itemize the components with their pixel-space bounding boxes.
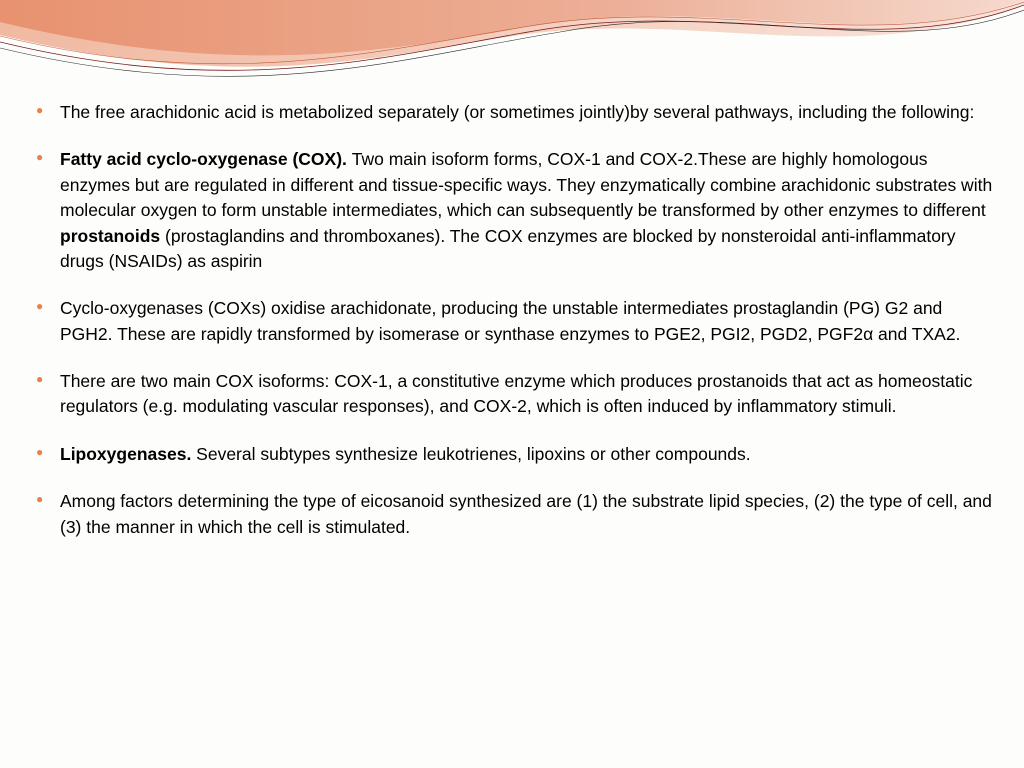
bullet-text-segment: Among factors determining the type of ei… (60, 491, 992, 536)
slide-content: The free arachidonic acid is metabolized… (0, 0, 1024, 582)
bullet-item: Fatty acid cyclo-oxygenase (COX). Two ma… (30, 147, 994, 274)
bullet-item: Among factors determining the type of ei… (30, 489, 994, 540)
bullet-text-segment: Fatty acid cyclo-oxygenase (COX). (60, 149, 352, 169)
bullet-text-segment: Several subtypes synthesize leukotrienes… (196, 444, 750, 464)
bullet-text-segment: The free arachidonic acid is metabolized… (60, 102, 974, 122)
bullet-list: The free arachidonic acid is metabolized… (30, 100, 994, 540)
bullet-item: Cyclo-oxygenases (COXs) oxidise arachido… (30, 296, 994, 347)
bullet-text-segment: There are two main COX isoforms: COX-1, … (60, 371, 972, 416)
bullet-item: There are two main COX isoforms: COX-1, … (30, 369, 994, 420)
bullet-item: Lipoxygenases. Several subtypes synthesi… (30, 442, 994, 467)
bullet-item: The free arachidonic acid is metabolized… (30, 100, 994, 125)
bullet-text-segment: (prostaglandins and thromboxanes). The C… (60, 226, 956, 271)
bullet-text-segment: Cyclo-oxygenases (COXs) oxidise arachido… (60, 298, 960, 343)
bullet-text-segment: Lipoxygenases. (60, 444, 196, 464)
bullet-text-segment: prostanoids (60, 226, 160, 246)
